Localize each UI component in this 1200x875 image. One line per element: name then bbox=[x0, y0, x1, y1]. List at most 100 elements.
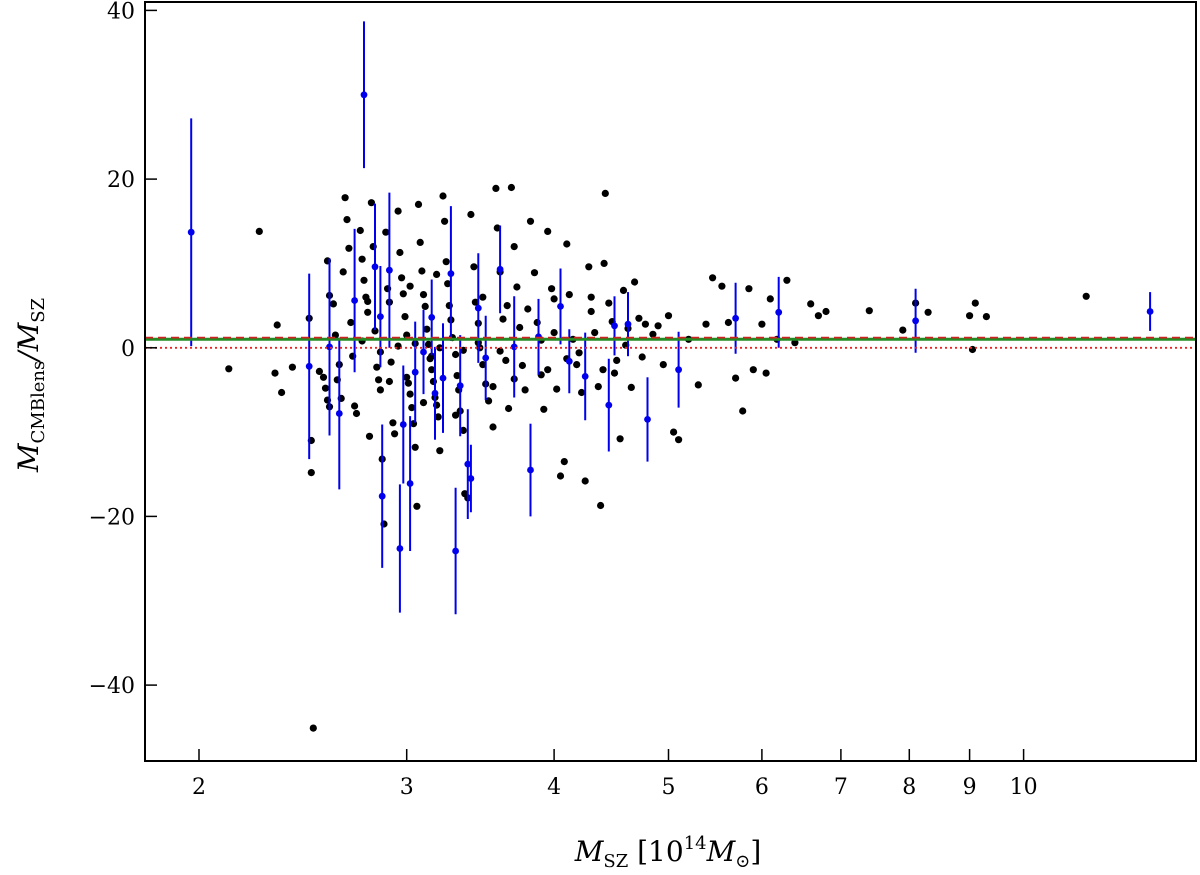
black-point bbox=[356, 226, 364, 235]
blue-point bbox=[335, 410, 343, 417]
black-point bbox=[814, 312, 823, 320]
y-axis-label: MCMBlens/MSZ bbox=[12, 298, 49, 473]
black-point bbox=[341, 194, 349, 202]
black-point bbox=[503, 302, 511, 310]
black-point bbox=[766, 295, 774, 303]
black-point bbox=[288, 363, 296, 371]
black-point bbox=[387, 358, 395, 366]
x-tick-label: 7 bbox=[834, 775, 848, 800]
blue-point bbox=[378, 492, 386, 500]
blue-point bbox=[605, 401, 613, 409]
black-point bbox=[654, 322, 662, 330]
reference-lines bbox=[145, 336, 1196, 349]
black-point bbox=[530, 269, 539, 277]
blue-point bbox=[581, 373, 589, 380]
black-point bbox=[573, 361, 581, 369]
blue-point bbox=[305, 362, 313, 370]
black-point bbox=[664, 312, 673, 320]
x-label-main: M bbox=[574, 835, 605, 868]
black-point bbox=[745, 285, 753, 293]
black-point bbox=[544, 227, 552, 235]
y-tick-label: 20 bbox=[107, 168, 135, 193]
black-point bbox=[428, 352, 436, 360]
black-point bbox=[329, 300, 337, 308]
black-point bbox=[550, 329, 558, 337]
y-label-slash: /M bbox=[12, 321, 45, 363]
black-point bbox=[670, 428, 678, 436]
black-point bbox=[470, 263, 478, 271]
black-point bbox=[255, 227, 263, 235]
black-point bbox=[638, 353, 646, 361]
black-point bbox=[924, 308, 932, 316]
black-point bbox=[403, 373, 411, 381]
black-point bbox=[627, 383, 635, 391]
black-point bbox=[544, 366, 552, 374]
black-point bbox=[352, 409, 361, 418]
x-axis-label: MSZ [1014M⊙] bbox=[574, 833, 762, 872]
black-point bbox=[556, 472, 565, 480]
black-point bbox=[507, 183, 515, 192]
blue-point bbox=[406, 480, 414, 487]
black-point bbox=[489, 383, 497, 391]
black-point bbox=[597, 501, 605, 510]
black-point bbox=[339, 268, 347, 276]
black-point bbox=[709, 274, 717, 282]
black-point bbox=[739, 407, 747, 415]
blue-point bbox=[420, 348, 427, 356]
black-point bbox=[659, 361, 667, 369]
black-point bbox=[762, 369, 770, 377]
black-point bbox=[489, 423, 497, 431]
black-point bbox=[619, 286, 628, 294]
black-point bbox=[548, 285, 556, 293]
black-point bbox=[467, 210, 475, 219]
black-point bbox=[365, 432, 374, 440]
black-point bbox=[436, 344, 444, 352]
black-point bbox=[758, 320, 766, 328]
black-point bbox=[807, 300, 815, 308]
black-point bbox=[423, 325, 431, 333]
black-point bbox=[436, 447, 444, 455]
black-point bbox=[601, 189, 609, 197]
black-point bbox=[452, 350, 460, 359]
blue-point bbox=[565, 357, 573, 365]
black-point bbox=[479, 361, 487, 369]
black-point bbox=[434, 413, 442, 421]
black-point bbox=[321, 384, 330, 392]
black-point bbox=[791, 339, 799, 347]
blue-point bbox=[428, 314, 436, 321]
black-point bbox=[649, 330, 657, 338]
black-point bbox=[421, 302, 429, 310]
x-label-unit-close: ] bbox=[750, 835, 761, 868]
blue-point bbox=[496, 265, 504, 273]
black-point bbox=[428, 366, 436, 374]
blue-point bbox=[527, 466, 534, 474]
x-label-unit-open: [10 bbox=[637, 835, 684, 868]
black-point bbox=[499, 315, 507, 323]
black-point bbox=[364, 308, 372, 316]
black-point bbox=[414, 200, 423, 208]
blue-point bbox=[399, 421, 407, 428]
black-point bbox=[404, 379, 412, 387]
data-points bbox=[187, 21, 1154, 732]
black-point bbox=[479, 293, 487, 301]
black-point bbox=[524, 305, 532, 313]
black-point bbox=[459, 426, 467, 434]
black-point bbox=[865, 307, 873, 315]
black-point bbox=[493, 224, 501, 232]
black-point bbox=[587, 293, 595, 301]
black-point bbox=[416, 238, 424, 246]
black-point bbox=[575, 349, 583, 357]
black-point bbox=[749, 366, 757, 374]
black-point bbox=[278, 388, 286, 397]
black-point bbox=[364, 297, 372, 305]
blue-point bbox=[464, 460, 472, 468]
black-point bbox=[433, 270, 441, 278]
black-point bbox=[347, 318, 355, 327]
black-point bbox=[605, 299, 613, 307]
y-tick-label: 0 bbox=[121, 337, 135, 362]
black-point bbox=[444, 280, 452, 288]
black-point bbox=[518, 361, 527, 370]
black-point bbox=[610, 369, 619, 377]
black-point bbox=[398, 274, 406, 282]
black-point bbox=[319, 373, 328, 381]
